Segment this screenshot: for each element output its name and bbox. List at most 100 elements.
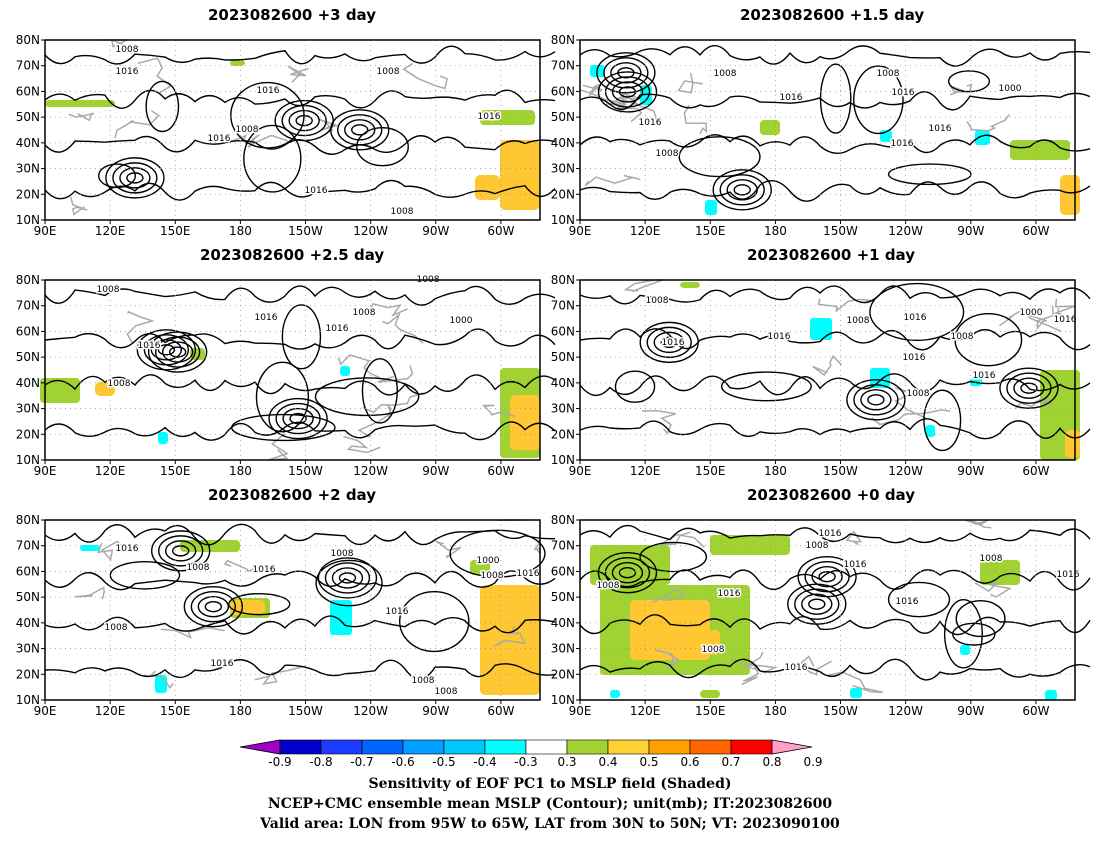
contour-label: 1000 — [999, 84, 1022, 94]
negative-shading — [158, 432, 168, 444]
negative-shading — [960, 645, 970, 655]
latitude-label: 10N — [16, 213, 40, 227]
caption-line-3: Valid area: LON from 95W to 65W, LAT fro… — [260, 816, 840, 832]
caption-line-1: Sensitivity of EOF PC1 to MSLP field (Sh… — [368, 776, 732, 792]
negative-shading — [610, 690, 620, 698]
contour-label: 1008 — [980, 554, 1003, 564]
panel-title: 2023082600 +2 day — [208, 486, 376, 504]
longitude-label: 150W — [823, 464, 858, 478]
latitude-label: 50N — [16, 110, 40, 124]
coastline — [579, 72, 1010, 187]
map-panel-plus2-5-day: 2023082600 +2.5 day — [45, 246, 545, 460]
colorbar-tick-label: 0.5 — [639, 755, 658, 769]
colorbar-segment — [525, 739, 568, 755]
longitude-label: 60W — [1022, 464, 1049, 478]
latitude-label: 80N — [551, 513, 575, 527]
contour-label: 1016 — [116, 67, 139, 77]
latitude-label: 40N — [551, 376, 575, 390]
contour-label: 1016 — [662, 338, 685, 348]
map-panel-plus3-day: 2023082600 +3 day — [45, 6, 545, 220]
longitude-label: 120W — [353, 464, 388, 478]
contour-label: 1008 — [877, 69, 900, 79]
colorbar-tick-label: 0.6 — [680, 755, 699, 769]
longitude-label: 90E — [34, 464, 57, 478]
longitude-label: 180 — [229, 704, 252, 718]
contour-label: 1000 — [1020, 308, 1043, 318]
longitude-label: 90W — [422, 704, 449, 718]
contour-label: 1016 — [211, 659, 234, 669]
contour-label: 1008 — [481, 571, 504, 581]
negative-shading — [975, 130, 990, 145]
contour-label: 1008 — [847, 316, 870, 326]
contour-label: 1008 — [806, 541, 829, 551]
latitude-label: 60N — [16, 564, 40, 578]
panel-title: 2023082600 +2.5 day — [200, 246, 385, 264]
latitude-label: 10N — [551, 213, 575, 227]
contour-label: 1016 — [844, 560, 867, 570]
colorbar-tick-label: -0.7 — [350, 755, 373, 769]
grid-lines — [580, 280, 1075, 460]
latitude-label: 60N — [16, 324, 40, 338]
latitude-label: 20N — [16, 427, 40, 441]
contour-label: 1008 — [236, 125, 259, 135]
longitude-label: 150W — [288, 224, 323, 238]
longitude-label: 180 — [229, 224, 252, 238]
colorbar-segment — [566, 739, 609, 755]
colorbar-segment — [607, 739, 650, 755]
latitude-label: 10N — [16, 693, 40, 707]
positive-shading — [590, 545, 670, 585]
positive-shading-strong — [690, 630, 720, 655]
longitude-label: 90E — [569, 704, 592, 718]
colorbar-tick-label: 0.7 — [721, 755, 740, 769]
grid-lines — [45, 280, 540, 460]
latitude-label: 60N — [551, 84, 575, 98]
colorbar-segment — [689, 739, 732, 755]
caption-line-2: NCEP+CMC ensemble mean MSLP (Contour); u… — [267, 796, 833, 812]
latitude-label: 80N — [551, 273, 575, 287]
latitude-label: 20N — [551, 187, 575, 201]
colorbar-segment — [361, 739, 404, 755]
positive-shading — [480, 110, 535, 125]
colorbar-tick-label: 0.9 — [803, 755, 822, 769]
contour-label: 1016 — [305, 186, 328, 196]
latitude-label: 40N — [551, 616, 575, 630]
contour-label: 1008 — [105, 623, 128, 633]
longitude-label: 120W — [888, 224, 923, 238]
latitude-label: 30N — [551, 642, 575, 656]
negative-shading — [810, 318, 832, 340]
contour-label: 1016 — [517, 569, 540, 579]
longitude-label: 120W — [888, 464, 923, 478]
contour-label: 1016 — [326, 324, 349, 334]
contour-label: 1008 — [391, 207, 414, 217]
longitude-label: 150E — [160, 704, 191, 718]
longitude-label: 90E — [34, 224, 57, 238]
latitude-label: 80N — [16, 33, 40, 47]
latitude-label: 40N — [16, 616, 40, 630]
negative-shading — [925, 425, 935, 437]
positive-shading — [680, 282, 700, 288]
positive-shading — [1010, 140, 1070, 160]
negative-shading — [850, 688, 862, 698]
map-panel-graphics: 1008 1016 1008 1016 1008 1016 1016 1016 1008 80N 7… — [16, 33, 556, 238]
longitude-label: 150E — [160, 224, 191, 238]
longitude-label: 150E — [695, 224, 726, 238]
colorbar-segment — [648, 739, 691, 755]
longitude-label: 60W — [487, 704, 514, 718]
longitude-label: 150W — [823, 704, 858, 718]
longitude-label: 90W — [957, 704, 984, 718]
contour-label: 1016 — [891, 139, 914, 149]
longitude-label: 120W — [888, 704, 923, 718]
contour-label: 1008 — [187, 563, 210, 573]
contour-label: 1016 — [718, 589, 741, 599]
latitude-label: 20N — [16, 667, 40, 681]
contour-label: 1008 — [412, 676, 435, 686]
longitude-label: 120W — [353, 704, 388, 718]
contour-label: 1016 — [892, 88, 915, 98]
positive-shading — [710, 535, 790, 555]
panel-title: 2023082600 +1 day — [747, 246, 915, 264]
panel-title: 2023082600 +0 day — [747, 486, 915, 504]
longitude-label: 150W — [288, 704, 323, 718]
contour-label: 1008 — [108, 379, 131, 389]
map-frame — [579, 519, 1076, 701]
